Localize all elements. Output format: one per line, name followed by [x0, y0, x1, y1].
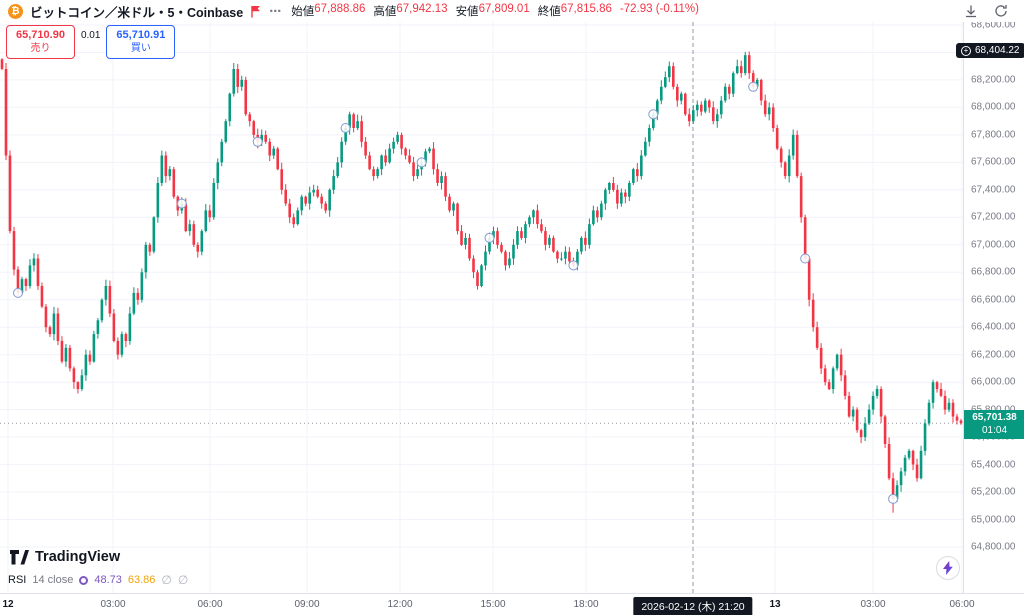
price-tick-label: 67,600.00	[971, 156, 1016, 168]
close-value: 67,815.86	[560, 3, 612, 15]
low-label: 安値	[455, 6, 479, 18]
toolbar-right-icons	[964, 4, 1024, 18]
time-tick-label: 12:00	[387, 599, 413, 610]
indicator-legend: RSI 14 close 48.73 63.86 ∅ ∅	[8, 573, 188, 587]
price-tick-label: 68,000.00	[971, 101, 1016, 113]
sell-price: 65,710.90	[16, 29, 65, 41]
price-tick-label: 66,600.00	[971, 294, 1016, 306]
sell-button[interactable]: 65,710.90 売り	[6, 25, 75, 60]
price-tick-label: 64,800.00	[971, 541, 1016, 553]
more-button[interactable]: ⋯	[269, 4, 283, 18]
time-tick-label: 09:00	[294, 599, 320, 610]
price-tick-label: 65,400.00	[971, 459, 1016, 471]
time-tick-label: 06:00	[949, 599, 975, 610]
reset-view-icon[interactable]	[994, 4, 1008, 18]
download-icon[interactable]	[964, 4, 978, 18]
price-tick-label: 66,800.00	[971, 266, 1016, 278]
price-tick-label: 67,200.00	[971, 211, 1016, 223]
lightning-button[interactable]	[936, 556, 960, 580]
price-axis[interactable]: + 68,404.22 65,701.38 01:04 68,600.00 68,…	[956, 19, 1024, 593]
indicator-value-2: 63.86	[127, 574, 156, 586]
hide-indicator-icon[interactable]: ∅	[161, 573, 172, 587]
high-label: 高値	[373, 6, 397, 18]
price-tick-label: 66,000.00	[971, 376, 1016, 388]
indicator-value-1: 48.73	[94, 574, 122, 586]
tradingview-logo-text: TradingView	[35, 549, 121, 565]
close-label: 終値	[537, 6, 561, 18]
time-tick-label: 18:00	[573, 599, 599, 610]
time-tick-label: 12	[2, 599, 14, 610]
spread-value: 0.01	[80, 30, 101, 41]
change-value: -72.93 (-0.11%)	[619, 3, 699, 15]
time-tick-label: 13	[769, 599, 781, 610]
price-tick-label: 67,000.00	[971, 239, 1016, 251]
price-tick-label: 65,200.00	[971, 486, 1016, 498]
open-value: 67,888.86	[314, 3, 366, 15]
time-tick-label: 06:00	[197, 599, 223, 610]
chart-toolbar: ₿ ビットコイン／米ドル・5・Coinbase ⋯ 始値 67,888.86 高値…	[0, 0, 1024, 22]
sell-label: 売り	[30, 43, 51, 55]
time-tick-label: 03:00	[100, 599, 126, 610]
price-tick-label: 67,400.00	[971, 184, 1016, 196]
indicator-menu-icon[interactable]: ∅	[177, 573, 189, 587]
tradingview-logo[interactable]: TradingView	[10, 549, 120, 565]
buy-label: 買い	[130, 43, 151, 55]
lightning-icon	[943, 561, 953, 575]
price-tick-label: 66,200.00	[971, 349, 1016, 361]
candlestick-chart[interactable]	[0, 22, 963, 593]
price-tick-label: 66,400.00	[971, 321, 1016, 333]
low-value: 67,809.01	[478, 3, 530, 15]
time-tick-label: 15:00	[480, 599, 506, 610]
indicator-color-swatch-icon	[79, 575, 89, 585]
session-high-badge[interactable]: + 68,404.22	[956, 43, 1024, 58]
trade-panel: 65,710.90 売り 0.01 65,710.91 買い	[6, 25, 176, 60]
high-value: 67,942.13	[396, 3, 448, 15]
buy-price: 65,710.91	[116, 29, 166, 41]
plus-circle-icon: +	[961, 45, 971, 56]
crosshair-time-badge: 2026-02-12 (木) 21:20	[633, 597, 753, 615]
bitcoin-icon: ₿	[8, 3, 23, 19]
price-tick-label: 65,000.00	[971, 514, 1016, 525]
price-tick-label: 65,800.00	[971, 404, 1016, 415]
session-high-value: 68,404.22	[975, 45, 1020, 56]
price-tick-label: 68,200.00	[971, 74, 1016, 86]
symbol-title[interactable]: ビットコイン／米ドル・5・Coinbase	[30, 5, 244, 20]
indicator-params: 14 close	[32, 574, 74, 586]
tradingview-logo-icon	[10, 549, 29, 564]
open-label: 始値	[291, 6, 315, 18]
price-tick-label: 68,600.00	[971, 19, 1016, 31]
current-price-badge: 65,701.38 01:04	[964, 410, 1024, 439]
time-tick-label: 03:00	[860, 599, 886, 610]
buy-button[interactable]: 65,710.91 買い	[106, 25, 176, 60]
ohlc-legend: 始値 67,888.86 高値 67,942.13 安値 67,809.01 終値 67…	[291, 3, 699, 19]
indicator-name[interactable]: RSI	[8, 574, 27, 586]
price-tick-label: 67,800.00	[971, 129, 1016, 141]
bar-countdown: 01:04	[981, 424, 1008, 436]
current-price-value: 65,701.38	[972, 412, 1017, 423]
flag-icon[interactable]	[250, 5, 262, 18]
time-axis[interactable]: 2026-02-12 (木) 21:20 12 03:00 06:00 09:00 12…	[0, 593, 1024, 615]
